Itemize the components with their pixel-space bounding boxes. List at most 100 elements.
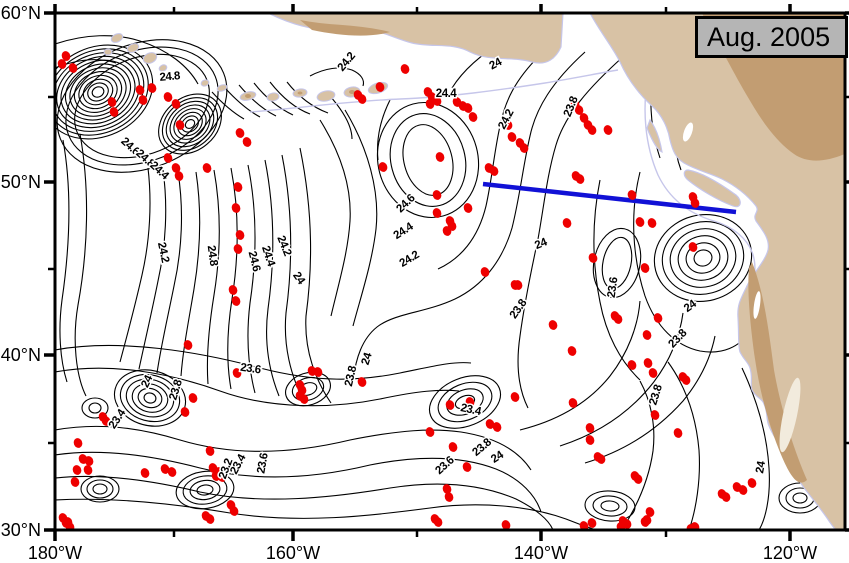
drifter-dot — [574, 105, 584, 115]
drifter-dot — [681, 375, 691, 385]
drifter-dot — [444, 492, 454, 502]
drifter-dot — [233, 182, 243, 192]
drifter-dot — [83, 465, 93, 475]
drifter-dot — [507, 132, 517, 142]
drifter-dot — [183, 340, 193, 350]
drifter-dot — [61, 51, 71, 61]
drifter-dot — [72, 465, 82, 475]
contour-label: 24 — [290, 270, 307, 287]
contour-label: 23.8 — [167, 378, 185, 402]
drifter-dot — [673, 428, 683, 438]
drifter-dot — [101, 416, 111, 426]
map-frame: 180°W 160°W 140°W 120°W 60°N 50°N 40°N 30°N — [1, 3, 849, 563]
drifter-dot — [465, 397, 475, 407]
drifter-dot — [217, 472, 227, 482]
drifter-dot — [163, 153, 173, 163]
drifter-dot — [235, 128, 245, 138]
drifter-dot — [171, 163, 181, 173]
drifter-dot — [228, 285, 238, 295]
contour-label: 24.8 — [159, 70, 181, 84]
drifter-dot — [84, 456, 94, 466]
drifter-dot — [643, 358, 653, 368]
contour-label: 23.6 — [255, 452, 270, 474]
drifter-dot — [640, 517, 650, 527]
drifter-dot — [232, 368, 242, 378]
drifter-dot — [140, 468, 150, 478]
contour-label: 24.2 — [336, 50, 358, 73]
drifter-dot — [160, 464, 170, 474]
drifter-dot — [587, 518, 597, 528]
drifter-dot — [747, 478, 757, 488]
drifter-dot — [171, 99, 181, 109]
land-alaska — [268, 14, 564, 64]
x-tick-label: 140°W — [514, 543, 568, 563]
drifter-dot — [163, 92, 173, 102]
drifter-dot — [650, 410, 660, 420]
drifter-dot — [299, 394, 309, 404]
drifter-dot — [492, 422, 502, 432]
drifter-dot — [70, 477, 80, 487]
drifter-dot — [135, 85, 145, 95]
drifter-dot — [686, 524, 696, 529]
drifter-dot — [375, 82, 385, 92]
y-tick-label: 40°N — [1, 345, 41, 365]
drifter-dot — [435, 152, 445, 162]
land-vancouver-island — [683, 169, 741, 208]
contour-label: 24.6 — [246, 250, 263, 273]
drifter-dot — [231, 296, 241, 306]
x-tick-label: 180°W — [28, 543, 82, 563]
drifter-dot — [445, 400, 455, 410]
drifter-dot — [400, 64, 410, 74]
drifter-dot — [485, 419, 495, 429]
drifter-dot — [501, 520, 511, 529]
contour-label: 24.6 — [394, 192, 417, 215]
contour-label: 24.2 — [496, 108, 516, 132]
drifter-dot — [175, 120, 185, 130]
drifter-dot — [462, 462, 472, 472]
drifter-dot — [585, 435, 595, 445]
drifter-dot — [68, 63, 78, 73]
drifter-dot — [205, 446, 215, 456]
drifter-dot — [463, 203, 473, 213]
drifter-dot — [463, 103, 473, 113]
plot-border — [53, 11, 847, 532]
drifter-dot — [688, 242, 698, 252]
contour-label: 24.2 — [155, 241, 171, 264]
drifter-dot — [567, 346, 577, 356]
contour-label: 24 — [533, 236, 549, 252]
drifter-dot — [627, 190, 637, 200]
drifter-dot — [147, 83, 157, 93]
drifter-dot — [513, 280, 523, 290]
drifter-dot — [233, 244, 243, 254]
contour-label: 24 — [754, 460, 768, 475]
contour-label: 23.4 — [107, 407, 129, 432]
contour-label: 24.2 — [398, 249, 422, 270]
drifter-dot — [229, 506, 239, 516]
drifter-dot — [188, 393, 198, 403]
drifter-dot — [480, 267, 490, 277]
drifter-dot — [378, 162, 388, 172]
drifter-dot — [510, 392, 520, 402]
drifter-dot — [448, 442, 458, 452]
drifter-dot — [167, 467, 177, 477]
title-box: Aug. 2005 — [695, 16, 848, 58]
contour-label: 23.8 — [343, 364, 360, 388]
drifter-dot — [468, 112, 478, 122]
drifter-dot — [205, 514, 215, 524]
drifter-dot — [519, 143, 529, 153]
axis-tick-labels: 180°W 160°W 140°W 120°W 60°N 50°N 40°N 30°N — [1, 3, 817, 563]
drifter-dot — [633, 474, 643, 484]
drifter-dot — [616, 522, 626, 529]
land-haida-gwaii — [646, 118, 663, 153]
drifter-dot — [107, 97, 117, 107]
drifter-dot — [640, 263, 650, 273]
central-valley — [779, 377, 801, 453]
y-tick-label: 50°N — [1, 172, 41, 192]
drifter-dot — [690, 522, 700, 529]
drifter-dot — [635, 217, 645, 227]
x-tick-label: 160°W — [266, 543, 320, 563]
y-tick-label: 60°N — [1, 3, 41, 23]
drifter-dot — [653, 313, 663, 323]
